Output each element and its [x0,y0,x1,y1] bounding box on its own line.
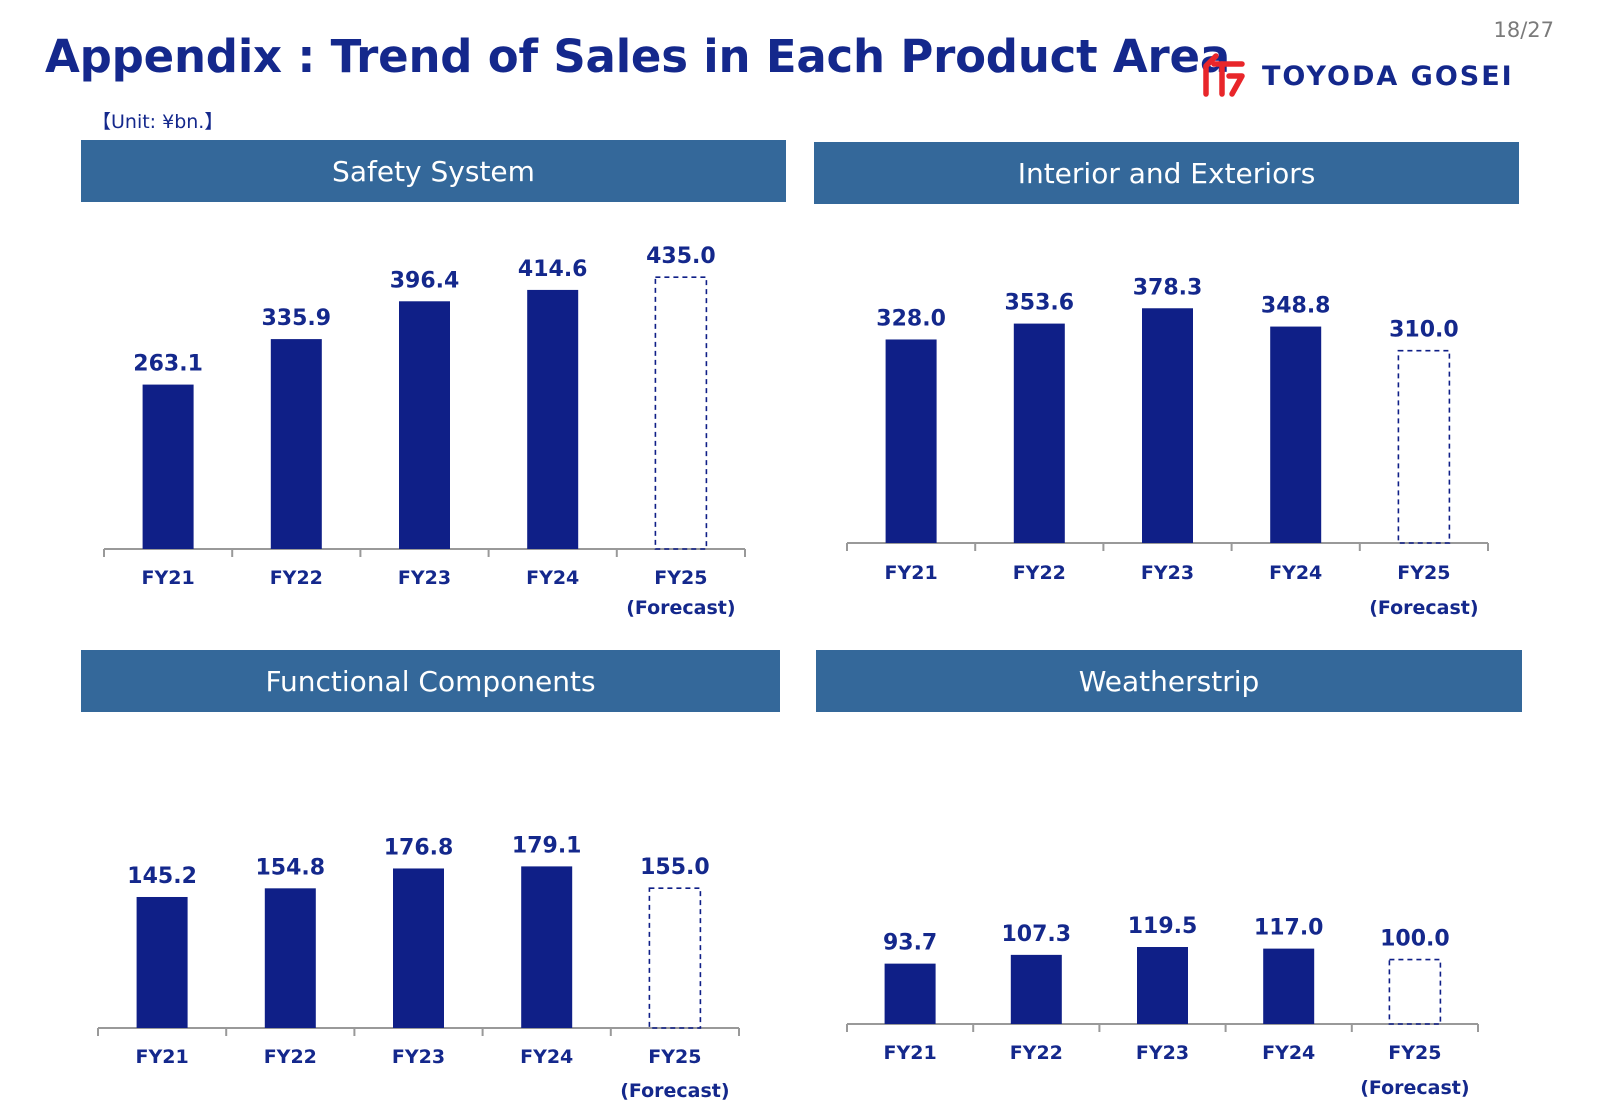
bar-value-label: 396.4 [390,268,460,293]
bar [393,868,444,1028]
category-label: FY22 [1013,562,1066,584]
bar-value-label: 328.0 [876,306,946,331]
bar [142,384,194,549]
panel-header-interior-exteriors: Interior and Exteriors [814,142,1519,204]
bar-value-label: 435.0 [646,244,716,269]
category-label: FY23 [1136,1042,1189,1064]
bar-value-label: 378.3 [1133,275,1203,300]
category-label: FY25 [1388,1042,1441,1064]
category-label: FY24 [526,567,579,589]
bar [399,301,450,549]
category-sublabel: (Forecast) [1369,597,1478,619]
bar-value-label: 117.0 [1254,916,1324,941]
bar-value-label: 107.3 [1002,922,1072,947]
bar-forecast [1397,349,1451,544]
category-label: FY23 [398,567,451,589]
bar-value-label: 145.2 [127,864,197,889]
company-logo: TOYODA GOSEI [1196,50,1586,102]
bar [1270,326,1322,543]
category-sublabel: (Forecast) [626,597,735,619]
bar-value-label: 353.6 [1005,291,1075,316]
bar [264,888,316,1028]
bar-forecast [1388,958,1442,1025]
bar [527,289,579,549]
bar-value-label: 179.1 [512,833,582,858]
bar-value-label: 348.8 [1261,294,1331,319]
bar-value-label: 119.5 [1128,914,1198,939]
category-label: FY24 [520,1046,573,1068]
panel-header-safety-system: Safety System [81,140,786,202]
bar-value-label: 263.1 [133,352,203,377]
bar [884,963,936,1024]
bar [1137,947,1188,1024]
category-label: FY24 [1269,562,1322,584]
bar-value-label: 154.8 [256,855,326,880]
page-number: 18/27 [1493,18,1554,42]
bar-value-label: 335.9 [262,306,332,331]
bar [521,866,573,1028]
panel-header-functional-components: Functional Components [81,650,780,712]
category-label: FY21 [136,1046,189,1068]
category-label: FY21 [142,567,195,589]
category-sublabel: (Forecast) [620,1080,729,1102]
toyoda-gosei-logo-icon [1203,53,1245,97]
bar [1263,948,1315,1024]
category-label: FY21 [885,562,938,584]
page-title: Appendix : Trend of Sales in Each Produc… [45,30,1231,83]
bar [136,896,188,1028]
bar-value-label: 155.0 [640,855,710,880]
category-label: FY22 [270,567,323,589]
panel-header-weatherstrip: Weatherstrip [816,650,1522,712]
category-label: FY22 [264,1046,317,1068]
category-label: FY23 [1141,562,1194,584]
category-label: FY25 [648,1046,701,1068]
bar [1010,954,1062,1024]
category-label: FY25 [654,567,707,589]
unit-note: 【Unit: ¥bn.】 [92,111,224,133]
category-sublabel: (Forecast) [1360,1077,1469,1099]
bar-value-label: 414.6 [518,257,588,282]
bar-value-label: 93.7 [883,931,937,956]
logo-text: TOYODA GOSEI [1262,60,1514,92]
category-label: FY23 [392,1046,445,1068]
category-label: FY25 [1397,562,1450,584]
bar [1142,308,1193,543]
bar [270,339,322,549]
bar-value-label: 100.0 [1380,927,1450,952]
bar-forecast [648,887,702,1029]
bar [1013,323,1065,543]
bar [885,339,937,543]
category-label: FY21 [884,1042,937,1064]
category-label: FY22 [1010,1042,1063,1064]
bar-value-label: 176.8 [384,835,454,860]
bar-value-label: 310.0 [1389,318,1459,343]
category-label: FY24 [1262,1042,1315,1064]
